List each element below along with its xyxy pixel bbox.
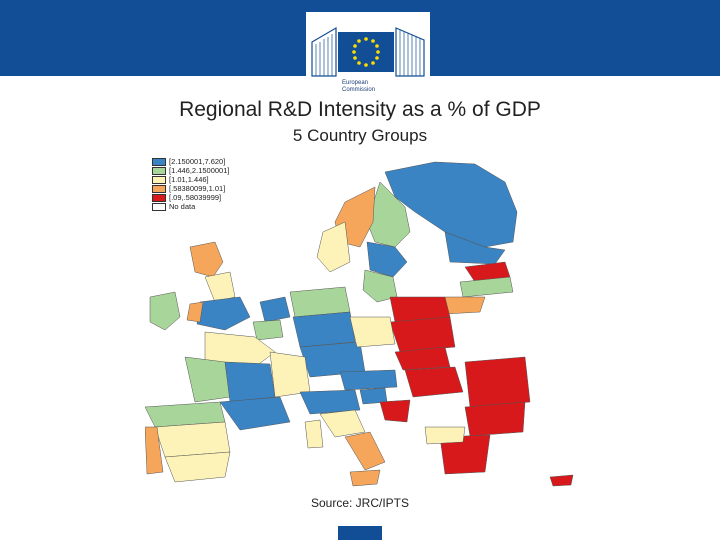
region-sardinia [304, 419, 324, 449]
region-romania [464, 356, 531, 408]
legend-swatch [152, 166, 166, 175]
legend-item: [2.150001,7.620] [152, 157, 229, 166]
map-subtitle: 5 Country Groups [292, 126, 428, 145]
region-england-north [204, 271, 236, 303]
legend-swatch [152, 175, 166, 184]
region-hungary [404, 366, 464, 398]
legend-label: No data [169, 202, 196, 211]
region-sweden-south [362, 269, 398, 303]
legend-swatch [152, 202, 166, 211]
region-finland-north [384, 161, 518, 248]
logo-line-2: Commission [342, 87, 376, 93]
legend-swatch [152, 193, 166, 202]
region-england-south [196, 296, 251, 331]
region-italy-south [344, 431, 386, 471]
legend-swatch [152, 184, 166, 193]
region-greece [439, 434, 491, 475]
region-finland-south [444, 231, 506, 265]
region-greece-north [424, 426, 466, 445]
region-portugal [145, 426, 164, 475]
legend-label: [.58380099,1.01] [169, 184, 226, 193]
legend-item: [1.446,2.1500001] [152, 166, 229, 175]
region-germany-north [289, 286, 351, 318]
region-norway-west [316, 221, 351, 273]
region-italy-north [299, 389, 361, 415]
eu-flag-icon [338, 526, 382, 540]
region-ireland [149, 291, 181, 331]
region-spain-south [164, 451, 231, 483]
region-spain-central [154, 421, 231, 458]
region-sweden-central [366, 241, 408, 278]
legend-label: [1.01,1.446] [169, 175, 209, 184]
legend-item: No data [152, 202, 229, 211]
region-wales [186, 301, 204, 323]
region-belgium [252, 319, 284, 341]
region-slovakia [394, 346, 451, 371]
region-france-central [224, 361, 276, 403]
commission-building-icon [306, 12, 430, 78]
region-netherlands [259, 296, 291, 323]
region-italy-central [319, 409, 366, 438]
region-bulgaria [464, 401, 526, 437]
logo-line-1: European [342, 80, 369, 86]
region-france-south [219, 396, 291, 431]
region-sicily [349, 469, 381, 487]
european-commission-logo: European Commission [306, 12, 430, 96]
region-austria [339, 369, 398, 391]
legend-label: [.09,.58039999] [169, 193, 222, 202]
legend-swatch [152, 157, 166, 166]
europe-regional-map [145, 161, 574, 487]
legend-label: [1.446,2.1500001] [169, 166, 230, 175]
logo-text: European Commission [342, 80, 375, 94]
region-scotland [189, 241, 224, 278]
source-note: Source: JRC/IPTS [310, 496, 410, 510]
legend-item: [1.01,1.446] [152, 175, 229, 184]
region-france-north [204, 331, 276, 368]
legend-label: [2.150001,7.620] [169, 157, 226, 166]
region-latvia [459, 276, 514, 298]
map-legend: [2.150001,7.620] [1.446,2.1500001] [1.01… [150, 156, 232, 212]
region-france-west [184, 356, 231, 403]
region-germany-central [292, 311, 356, 348]
region-croatia [379, 399, 411, 423]
legend-item: [.09,.58039999] [152, 193, 229, 202]
region-lithuania [444, 296, 486, 315]
region-cyprus [549, 474, 574, 487]
map-title: Regional R&D Intensity as a % of GDP [179, 98, 541, 121]
region-poland-south [389, 316, 456, 353]
legend-item: [.58380099,1.01] [152, 184, 229, 193]
region-czech [349, 316, 396, 348]
region-france-east [269, 351, 311, 398]
